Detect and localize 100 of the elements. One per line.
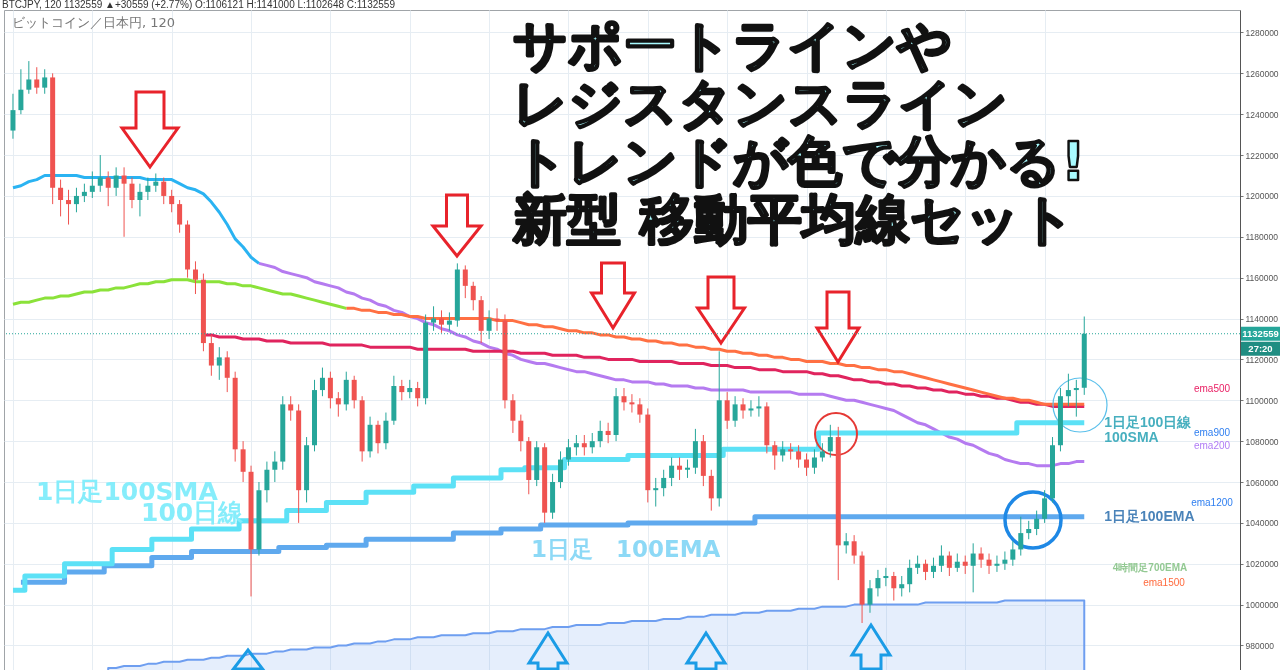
candlestick [930,557,936,579]
candlestick [708,469,714,512]
candlestick [26,60,32,95]
candlestick [1073,379,1079,418]
candlestick [1065,373,1071,407]
candlestick [446,311,452,332]
candlestick [264,461,270,503]
candlestick [875,569,881,597]
candlestick [661,469,667,497]
candlestick [177,199,183,234]
y-tick-label: 1180000 [1245,232,1279,243]
ref-line-label: 1132559 27:20 [1242,327,1279,354]
candlestick [804,452,810,477]
candlestick [129,177,135,209]
y-tick-label: 1260000 [1245,68,1279,79]
text: 4時間足700EMA [1112,562,1188,573]
candlestick [240,440,246,483]
candlestick [573,434,579,456]
candlestick [89,170,95,199]
candlestick [605,422,611,444]
candlestick [748,399,754,418]
candlestick [462,264,468,299]
candlestick [915,555,921,575]
candlestick [780,440,786,463]
y-tick-label: 1080000 [1245,436,1279,447]
candlestick [1026,520,1032,540]
candlestick [819,442,825,463]
series-label: 1日足100EMA [1104,507,1195,524]
candlestick [216,346,222,381]
candlestick [811,448,817,475]
candlestick [732,395,738,428]
candlestick [899,575,905,597]
candlestick [18,68,24,115]
candlestick [42,68,48,95]
candlestick [589,432,595,454]
candlestick [327,371,333,409]
candlestick [10,93,16,140]
candlestick [1042,489,1048,524]
candlestick [1010,540,1016,567]
candlestick [1018,516,1024,557]
candlestick [272,450,278,483]
candlestick [73,187,79,213]
candlestick [153,172,159,193]
candlestick [407,379,413,399]
y-tick-label: 980000 [1245,640,1275,651]
candlestick [470,281,476,311]
candlestick [756,395,762,418]
text: ema1500 [1143,577,1186,588]
candlestick [399,379,405,401]
candlestick [843,532,849,555]
candlestick [415,381,421,407]
candlestick [740,397,746,420]
text: ema1200 [1191,497,1234,508]
candlestick [375,420,381,454]
candlestick [1034,510,1040,536]
candlestick [597,420,603,448]
candlestick [58,179,64,217]
candlestick [629,393,635,414]
text: サポートラインやレジスタンスライントレンドが色で分かる!新型 移動平均線セット [512,14,1086,251]
text: ema500 [1193,383,1231,394]
candlestick [851,534,857,565]
candlestick [565,438,571,467]
y-tick-label: 1160000 [1245,273,1279,284]
text: ema900 [1193,427,1231,438]
y-tick-label: 1000000 [1245,600,1279,611]
candlestick [105,170,111,207]
candlestick [518,414,524,452]
candlestick [946,550,952,577]
candlestick [581,434,587,456]
candlestick [81,183,87,203]
y-tick-label: 1100000 [1245,395,1279,406]
candlestick [788,442,794,461]
candlestick [954,553,960,573]
annotation: 1日足 100EMA [531,536,721,562]
candlestick [319,367,325,397]
candlestick [121,166,127,238]
y-tick-label: 1120000 [1245,354,1279,365]
candlestick [438,309,444,334]
candlestick [192,260,198,295]
candlestick [867,579,873,614]
candlestick [510,393,516,434]
line-series [11,174,261,265]
candlestick [137,183,143,217]
candlestick [224,350,230,393]
y-tick-label: 1220000 [1245,150,1279,161]
candlestick [66,189,72,226]
text: ema200 [1193,440,1231,451]
candlestick [653,477,659,508]
y-tick-label: 1240000 [1245,109,1279,120]
candlestick [669,456,675,487]
candlestick [677,456,683,481]
candlestick [907,559,913,593]
candlestick [938,544,944,573]
y-tick-label: 1040000 [1245,518,1279,529]
candlestick [494,307,500,332]
chart-subtitle: ビットコイン／日本円, 120 [12,15,176,30]
candlestick [335,391,341,418]
y-tick-label: 1280000 [1245,27,1279,38]
candlestick [994,555,1000,573]
candlestick [883,567,889,587]
